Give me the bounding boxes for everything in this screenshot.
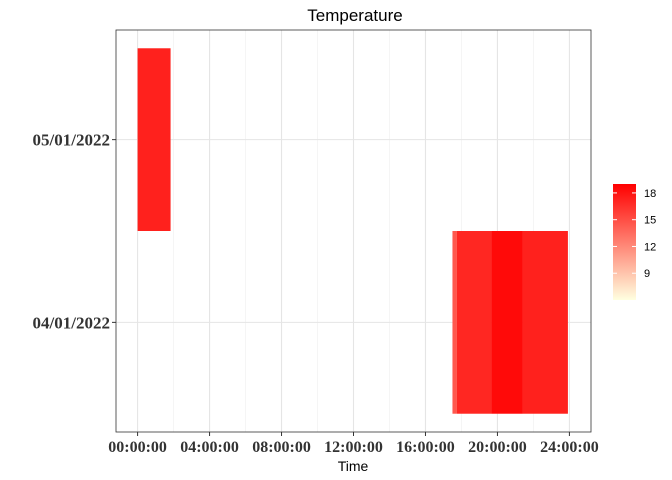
heatmap-tile (137, 48, 171, 231)
y-axis: 04/01/2022 05/01/2022 (33, 131, 116, 332)
legend-label: 12 (644, 241, 656, 253)
color-legend: 18 15 12 9 (613, 184, 656, 300)
heatmap-tile (491, 231, 523, 414)
heatmap-tile (456, 231, 492, 414)
heatmap-tile (522, 231, 568, 414)
x-tick-label: 08:00:00 (252, 439, 311, 456)
heatmap-tile (452, 231, 457, 414)
x-axis: 00:00:00 04:00:00 08:00:00 12:00:00 16:00:00… (108, 432, 599, 456)
legend-label: 18 (644, 188, 656, 200)
x-tick-label: 12:00:00 (324, 439, 383, 456)
x-tick-label: 00:00:00 (108, 439, 167, 456)
heatmap-tiles (137, 48, 568, 414)
x-tick-label: 16:00:00 (396, 439, 455, 456)
legend-colorbar (613, 184, 636, 300)
y-tick-label: 05/01/2022 (33, 131, 110, 150)
chart-title: Temperature (307, 6, 402, 25)
y-tick-label: 04/01/2022 (33, 313, 110, 332)
x-tick-label: 20:00:00 (468, 439, 527, 456)
x-tick-label: 24:00:00 (540, 439, 599, 456)
x-tick-label: 04:00:00 (180, 439, 239, 456)
legend-label: 15 (644, 215, 656, 227)
legend-label: 9 (644, 268, 650, 280)
x-axis-title: Time (338, 458, 369, 474)
